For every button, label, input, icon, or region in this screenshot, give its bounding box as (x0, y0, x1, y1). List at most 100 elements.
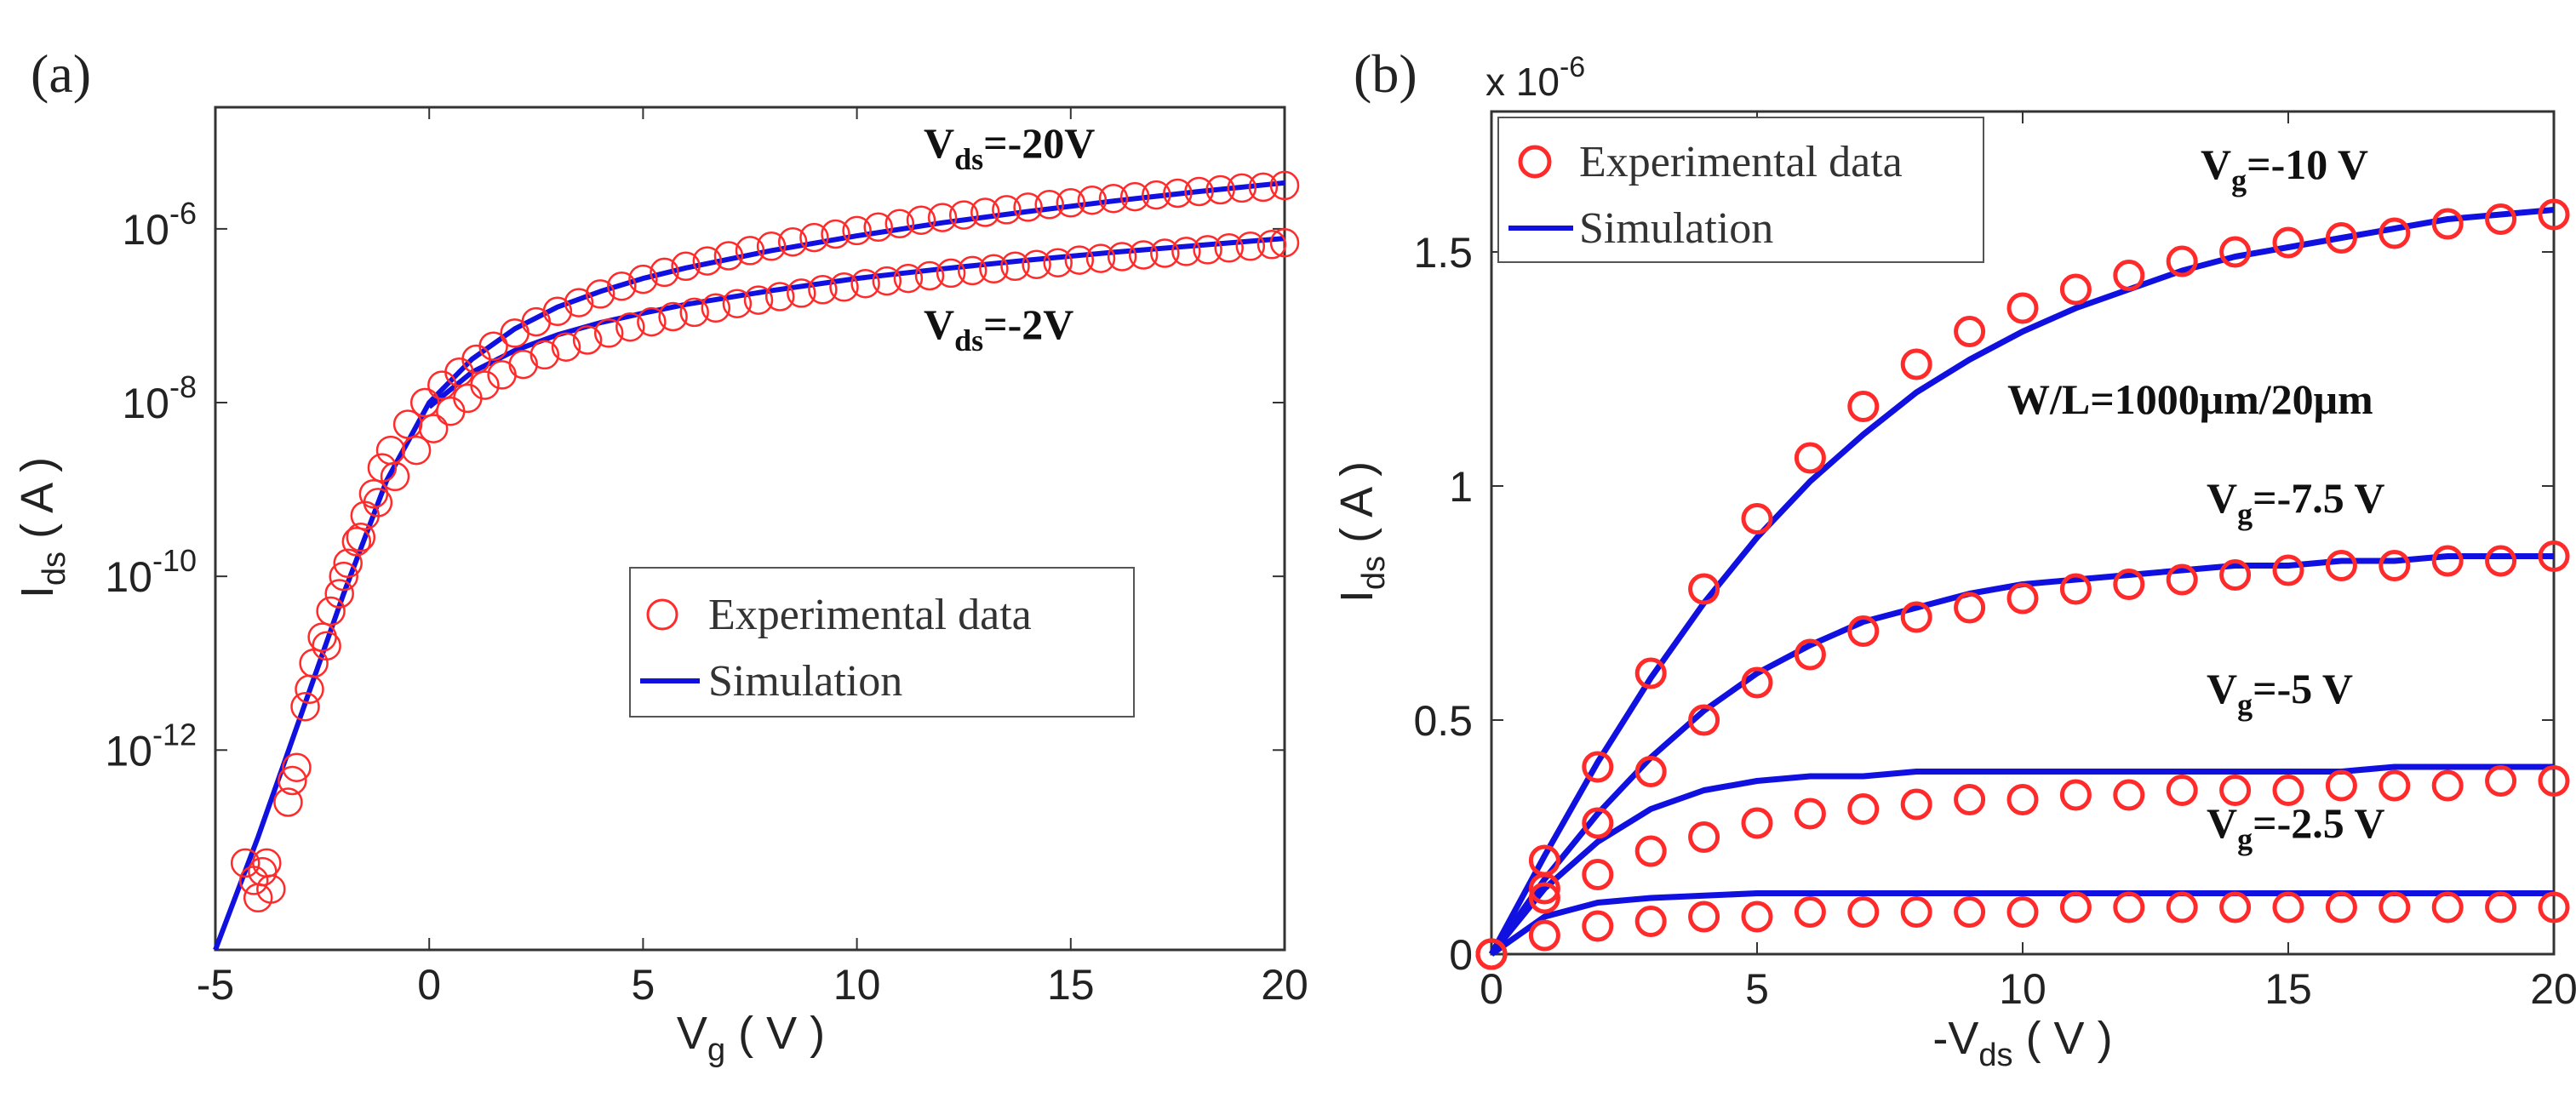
annotation-vg-minus7-5-rest: =-7.5 V (2253, 474, 2384, 522)
panel-a-exp-point (863, 212, 893, 243)
panel-b-legend-box (1497, 117, 1984, 263)
panel-a-xtick-label: 5 (631, 961, 655, 1009)
panel-a-exp-point (842, 215, 872, 246)
panel-a-exp-point (884, 209, 915, 239)
panel-a-exp-point (777, 226, 808, 257)
panel-a-exp-point (679, 297, 709, 328)
annotation-vds-minus2-main: V (924, 300, 954, 348)
panel-b-legend-simulation: Simulation (1579, 204, 1773, 253)
panel-a-exp-point (850, 268, 880, 299)
panel-b-exp-point (2059, 891, 2092, 923)
panel-a-exp-point (1119, 181, 1150, 212)
panel-b-exp-point (1582, 751, 1614, 783)
panel-b-xtick-label: 5 (1745, 965, 1769, 1013)
panel-b-exp-point (1582, 859, 1614, 890)
panel-a-exp-point (628, 264, 658, 294)
panel-b-exp-point (2059, 273, 2092, 306)
panel-a-exp-point (615, 312, 645, 342)
panel-a-exp-point (585, 279, 615, 309)
panel-a-exp-point (1056, 188, 1086, 218)
panel-a-exp-point (542, 296, 573, 327)
panel-a-exp-point (409, 387, 440, 418)
panel-a-exp-point (948, 200, 979, 230)
panel-b-exp-point (1847, 793, 1880, 825)
panel-b-exp-point (2006, 582, 2039, 615)
panel-b-xlabel-sub: ds (1978, 1038, 2012, 1073)
panel-a-exp-point (346, 522, 376, 552)
panel-a-exp-point (722, 289, 753, 318)
panel-a-exp-point (1163, 178, 1193, 209)
panel-a-exp-point (282, 752, 312, 782)
panel-b-exp-point (1954, 896, 1986, 928)
panel-a-exp-point (243, 883, 273, 913)
annotation-vg-minus2-5: Vg=-2.5 V (2207, 799, 2384, 856)
annotation-vg-minus2-5-sub: g (2237, 822, 2253, 856)
panel-b-exp-point (2166, 891, 2198, 923)
panel-b-exp-point (2166, 563, 2198, 596)
panel-a-exp-point (1205, 174, 1235, 205)
panel-b-exp-point (2113, 891, 2145, 923)
annotation-vg-minus10: Vg=-10 V (2201, 140, 2368, 197)
panel-a-exp-point (979, 254, 1009, 284)
panel-b-exp-point (1794, 638, 1826, 671)
panel-a-exp-point (957, 255, 987, 286)
panel-b-ytick-label: 1 (1449, 463, 1473, 511)
panel-b-exp-point (2538, 765, 2570, 797)
panel-b-exp-point (2272, 891, 2304, 923)
panel-b-exp-point (1954, 316, 1986, 347)
panel-b-exp-point (2166, 245, 2198, 277)
panel-b-exp-point (2379, 550, 2411, 581)
panel-a-legend-experimental: Experimental data (708, 591, 1032, 639)
panel-b-exp-point (1475, 938, 1508, 970)
panel-b-xtick-label: 15 (2264, 965, 2312, 1013)
panel-a-exp-point (316, 596, 346, 626)
panel-b-legend: Experimental data Simulation (1497, 117, 1984, 263)
panel-a-exp-point (273, 787, 303, 817)
panel-b-exp-point (2059, 779, 2092, 811)
panel-a-exp-point (324, 579, 354, 609)
panel-a-exp-point (1142, 180, 1171, 210)
panel-b-exp-point (1741, 503, 1773, 535)
panel-b-ylabel-sub: ds (1356, 556, 1392, 590)
panel-a-exp-point (1248, 172, 1279, 203)
panel-b-ticks: 0 5 10 15 20 0 0.5 1 1.5 (1413, 112, 2576, 1013)
panel-b-xtick-label: 20 (2530, 965, 2576, 1013)
panel-a-exp-point (872, 266, 902, 296)
panel-b-simulation-line-3 (1489, 890, 2554, 957)
panel-a-exp-point (401, 435, 432, 466)
panel-a-experimental-points (230, 170, 1300, 913)
panel-b-exp-point (1900, 601, 1932, 633)
panel-b-exp-point (2379, 769, 2411, 802)
panel-b-exp-point (1688, 573, 1720, 605)
panel-a-exp-point (312, 631, 341, 661)
panel-b-exp-point (2431, 545, 2464, 577)
panel-b-multiplier-base: x 10 (1485, 60, 1560, 104)
panel-b-exp-point (1688, 901, 1720, 933)
panel-b-exp-point (1847, 391, 1880, 422)
panel-b-exp-point (1688, 821, 1720, 853)
panel-b-exp-point (2219, 775, 2252, 806)
panel-b-exp-point (2485, 545, 2517, 577)
panel-b-ytick-label: 0.5 (1413, 697, 1473, 745)
panel-a-exp-point (1077, 185, 1108, 215)
panel-a-exp-point (713, 241, 744, 271)
panel-a-exp-point (701, 293, 731, 323)
panel-b-exp-point (2272, 226, 2304, 259)
panel-b-exp-point (1528, 872, 1560, 905)
panel-b-exp-point (2219, 559, 2252, 591)
annotation-vg-minus7-5-sub: g (2237, 497, 2253, 531)
panel-a-exp-point (333, 548, 363, 579)
panel-b-exp-point (1900, 788, 1932, 821)
panel-a-xlabel-sub: g (707, 1032, 725, 1068)
panel-b-exp-point (1954, 784, 1986, 815)
panel-a-exp-point (1235, 232, 1266, 261)
panel-b-exp-point (2113, 260, 2145, 291)
panel-b-exp-point (2059, 573, 2092, 605)
panel-a-exp-point (230, 848, 260, 878)
panel-b-exp-point (2272, 775, 2304, 806)
panel-b-legend-marker (1518, 145, 1552, 179)
panel-a-exp-point (290, 691, 320, 722)
panel-b-exp-point (2006, 784, 2039, 815)
